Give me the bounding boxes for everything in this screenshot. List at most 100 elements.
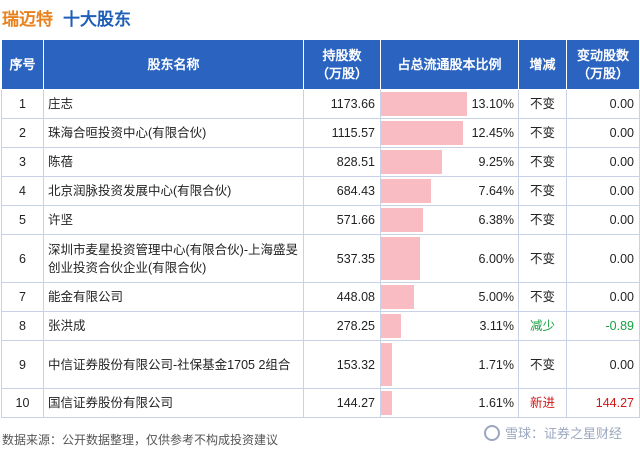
table-row: 9 中信证券股份有限公司-社保基金1705 2组合 153.32 1.71% 不变 0.0…: [1, 340, 640, 389]
ratio-text: 3.11%: [479, 319, 514, 333]
row-change: 不变: [518, 118, 567, 148]
row-index: 9: [1, 340, 44, 389]
row-holding: 537.35: [303, 234, 381, 283]
row-change-amount: 0.00: [566, 176, 640, 206]
row-change-amount: 0.00: [566, 89, 640, 119]
row-index: 6: [1, 234, 44, 283]
ratio-text: 9.25%: [478, 155, 514, 169]
ratio-bar: [381, 285, 414, 309]
row-index: 8: [1, 311, 44, 341]
section-title: 十大股东: [63, 9, 131, 29]
row-ratio: 7.64%: [380, 176, 519, 206]
shareholder-table: 序号 股东名称 持股数 （万股） 占总流通股本比例 增减 变动股数 （万股） 1…: [1, 39, 640, 418]
company-name: 瑞迈特: [2, 9, 53, 29]
row-change: 新进: [518, 388, 567, 418]
ratio-bar: [381, 391, 392, 415]
row-ratio: 1.61%: [380, 388, 519, 418]
header-holding: 持股数 （万股）: [303, 39, 381, 90]
row-index: 1: [1, 89, 44, 119]
row-index: 2: [1, 118, 44, 148]
row-holding: 153.32: [303, 340, 381, 389]
row-ratio: 3.11%: [380, 311, 519, 341]
table-row: 4 北京润脉投资发展中心(有限合伙) 684.43 7.64% 不变 0.00: [1, 176, 640, 206]
ratio-bar: [381, 121, 463, 145]
row-holding: 144.27: [303, 388, 381, 418]
header-change-amount: 变动股数 （万股）: [566, 39, 640, 90]
row-shareholder-name: 北京润脉投资发展中心(有限合伙): [43, 176, 304, 206]
row-change: 不变: [518, 147, 567, 177]
row-change: 不变: [518, 282, 567, 312]
row-change: 不变: [518, 89, 567, 119]
row-change-amount: 0.00: [566, 340, 640, 389]
header-name: 股东名称: [43, 39, 304, 90]
table-row: 1 庄志 1173.66 13.10% 不变 0.00: [1, 89, 640, 119]
table-row: 7 能金有限公司 448.08 5.00% 不变 0.00: [1, 282, 640, 312]
table-row: 10 国信证券股份有限公司 144.27 1.61% 新进 144.27: [1, 388, 640, 418]
title-bar: 瑞迈特 十大股东: [0, 0, 640, 34]
row-change-amount: 0.00: [566, 234, 640, 283]
table-row: 8 张洪成 278.25 3.11% 减少 -0.89: [1, 311, 640, 341]
ratio-text: 13.10%: [471, 97, 514, 111]
ratio-text: 6.38%: [478, 213, 514, 227]
table-row: 2 珠海合晅投资中心(有限合伙) 1115.57 12.45% 不变 0.00: [1, 118, 640, 148]
table-body: 1 庄志 1173.66 13.10% 不变 0.00 2 珠海合晅投资中心(有限合伙) 111…: [1, 89, 640, 418]
ratio-text: 5.00%: [478, 290, 514, 304]
row-index: 10: [1, 388, 44, 418]
table-row: 5 许坚 571.66 6.38% 不变 0.00: [1, 205, 640, 235]
table-row: 6 深圳市麦星投资管理中心(有限合伙)-上海盛旻创业投资合伙企业(有限合伙) 537…: [1, 234, 640, 283]
ratio-bar: [381, 314, 401, 338]
ratio-bar: [381, 150, 442, 174]
ratio-bar: [381, 179, 431, 203]
row-holding: 1173.66: [303, 89, 381, 119]
row-shareholder-name: 张洪成: [43, 311, 304, 341]
snowball-logo-icon: [483, 424, 500, 441]
row-change-amount: 0.00: [566, 282, 640, 312]
row-shareholder-name: 能金有限公司: [43, 282, 304, 312]
row-index: 4: [1, 176, 44, 206]
ratio-text: 12.45%: [471, 126, 514, 140]
row-change-amount: 0.00: [566, 205, 640, 235]
ratio-text: 7.64%: [478, 184, 514, 198]
brand-watermark: 雪球：证券之星财经: [483, 423, 622, 442]
row-change: 不变: [518, 205, 567, 235]
row-holding: 448.08: [303, 282, 381, 312]
ratio-bar: [381, 343, 392, 386]
row-shareholder-name: 陈蓓: [43, 147, 304, 177]
ratio-text: 6.00%: [478, 251, 514, 266]
ratio-bar: [381, 208, 423, 232]
row-ratio: 6.00%: [380, 234, 519, 283]
row-change: 减少: [518, 311, 567, 341]
table-header-row: 序号 股东名称 持股数 （万股） 占总流通股本比例 增减 变动股数 （万股）: [1, 39, 640, 90]
row-holding: 278.25: [303, 311, 381, 341]
row-holding: 684.43: [303, 176, 381, 206]
row-change-amount: 0.00: [566, 118, 640, 148]
header-change: 增减: [518, 39, 567, 90]
row-shareholder-name: 许坚: [43, 205, 304, 235]
header-ratio: 占总流通股本比例: [380, 39, 519, 90]
row-ratio: 9.25%: [380, 147, 519, 177]
row-ratio: 5.00%: [380, 282, 519, 312]
row-ratio: 6.38%: [380, 205, 519, 235]
row-ratio: 1.71%: [380, 340, 519, 389]
row-shareholder-name: 珠海合晅投资中心(有限合伙): [43, 118, 304, 148]
row-holding: 828.51: [303, 147, 381, 177]
row-change: 不变: [518, 234, 567, 283]
row-index: 3: [1, 147, 44, 177]
ratio-text: 1.61%: [478, 396, 514, 410]
row-change: 不变: [518, 176, 567, 206]
row-change-amount: 144.27: [566, 388, 640, 418]
header-index: 序号: [1, 39, 44, 90]
row-index: 7: [1, 282, 44, 312]
row-holding: 571.66: [303, 205, 381, 235]
footer-disclaimer: 数据来源：公开数据整理，仅供参考不构成投资建议: [2, 432, 279, 447]
row-shareholder-name: 深圳市麦星投资管理中心(有限合伙)-上海盛旻创业投资合伙企业(有限合伙): [43, 234, 304, 283]
ratio-bar: [381, 237, 420, 280]
row-change: 不变: [518, 340, 567, 389]
row-change-amount: 0.00: [566, 147, 640, 177]
row-ratio: 13.10%: [380, 89, 519, 119]
row-shareholder-name: 中信证券股份有限公司-社保基金1705 2组合: [43, 340, 304, 389]
row-shareholder-name: 国信证券股份有限公司: [43, 388, 304, 418]
row-ratio: 12.45%: [380, 118, 519, 148]
row-holding: 1115.57: [303, 118, 381, 148]
table-row: 3 陈蓓 828.51 9.25% 不变 0.00: [1, 147, 640, 177]
